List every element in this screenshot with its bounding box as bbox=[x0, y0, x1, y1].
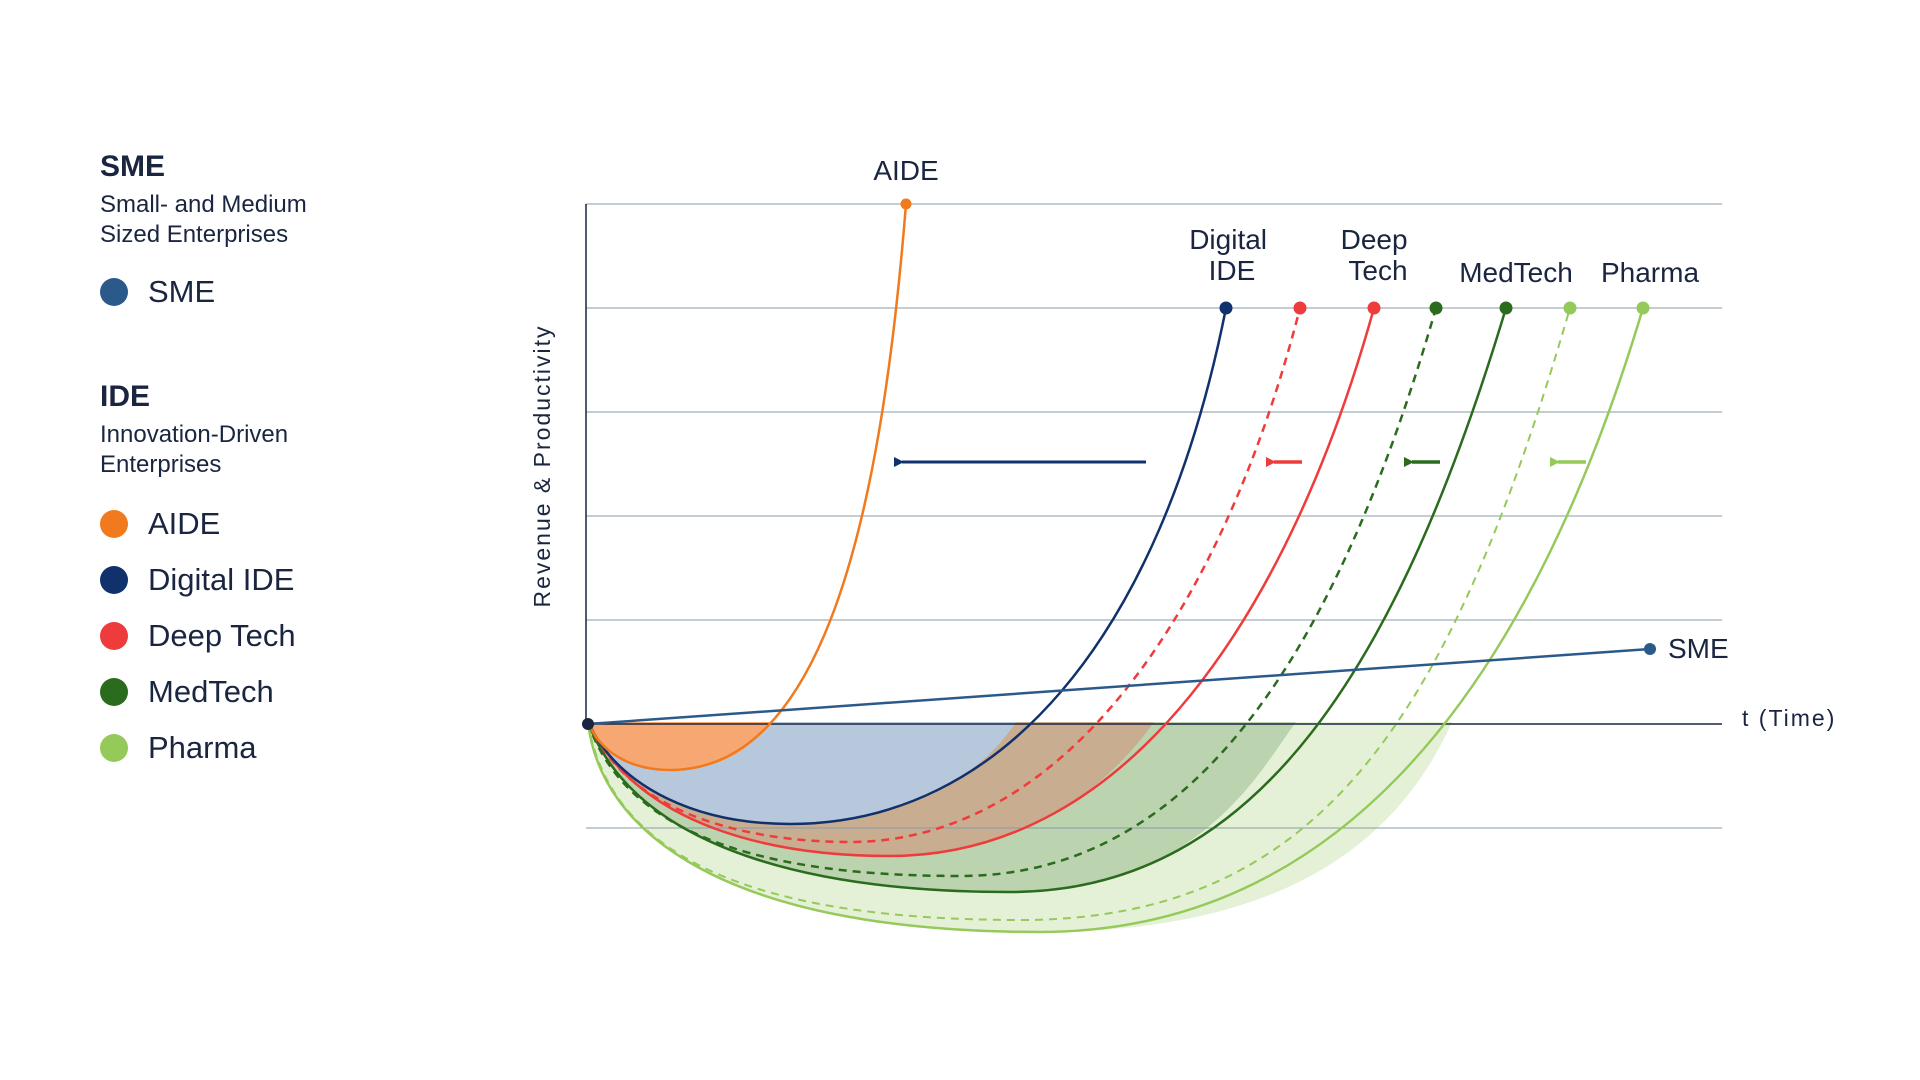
legend-item-pharma: Pharma bbox=[100, 720, 500, 776]
deep-tech-dot-icon bbox=[100, 622, 128, 650]
legend-ide-title: IDE bbox=[100, 380, 151, 413]
legend-item-label: Pharma bbox=[148, 730, 257, 765]
legend-item-aide: AIDE bbox=[100, 496, 500, 552]
legend-item-medtech: MedTech bbox=[100, 664, 500, 720]
legend-item-digital-ide: Digital IDE bbox=[100, 552, 500, 608]
pharma-dot-icon bbox=[100, 734, 128, 762]
deep-tech-label-line: Deep bbox=[1341, 224, 1408, 255]
digital-ide-label-line: Digital bbox=[1189, 224, 1267, 255]
legend-item-label: Deep Tech bbox=[148, 618, 296, 653]
digital-ide-label-line: IDE bbox=[1209, 255, 1256, 286]
medtech-dot-icon bbox=[100, 678, 128, 706]
deep-tech-dashed-end-dot bbox=[1293, 301, 1307, 315]
pharma-curve-label: Pharma bbox=[1601, 257, 1699, 288]
deep-tech-label-line: Tech bbox=[1348, 255, 1407, 286]
y-axis-label: Revenue & Productivity bbox=[529, 324, 555, 607]
sme-curve-label: SME bbox=[1668, 633, 1729, 664]
deep-tech-dashed-curve bbox=[586, 307, 1302, 844]
legend-item-label: AIDE bbox=[148, 506, 221, 541]
pharma-curve bbox=[586, 307, 1645, 934]
x-axis-label: t (Time) bbox=[1742, 705, 1836, 731]
pharma-dashed-end-dot bbox=[1563, 301, 1577, 315]
sme-line bbox=[587, 647, 1651, 726]
aide-dot-icon bbox=[100, 510, 128, 538]
aide-end-dot bbox=[900, 198, 912, 210]
legend-item-sme: SME bbox=[100, 264, 500, 320]
digital-ide-dot-icon bbox=[100, 566, 128, 594]
sme-dot-icon bbox=[100, 278, 128, 306]
legend-item-label: MedTech bbox=[148, 674, 274, 709]
legend-item-label: Digital IDE bbox=[148, 562, 295, 597]
pharma-dashed-curve bbox=[587, 307, 1571, 922]
legend-sme-title: SME bbox=[100, 150, 166, 183]
legend-sme-subtitle: Small- and Medium Sized Enterprises bbox=[100, 191, 307, 248]
medtech-curve bbox=[586, 307, 1508, 894]
digital-ide-curve-label: Digital IDE bbox=[1189, 224, 1275, 286]
medtech-dashed-end-dot bbox=[1429, 301, 1443, 315]
digital-ide-curve bbox=[586, 307, 1228, 826]
legend-item-label: SME bbox=[148, 274, 216, 309]
origin-dot bbox=[582, 718, 594, 730]
grid-lines bbox=[586, 203, 1722, 829]
legend: SME Small- and Medium Sized Enterprises … bbox=[100, 152, 500, 776]
pharma-end-dot bbox=[1636, 301, 1650, 315]
digital-ide-end-dot bbox=[1219, 301, 1233, 315]
legend-item-deep-tech: Deep Tech bbox=[100, 608, 500, 664]
deep-tech-end-dot bbox=[1367, 301, 1381, 315]
medtech-end-dot bbox=[1499, 301, 1513, 315]
aide-curve-label: AIDE bbox=[873, 155, 938, 186]
sme-end-dot bbox=[1644, 643, 1656, 655]
medtech-curve-label: MedTech bbox=[1459, 257, 1573, 288]
aide-curve bbox=[586, 203, 908, 772]
deep-tech-curve bbox=[586, 307, 1376, 858]
legend-ide-subtitle: Innovation-Driven Enterprises bbox=[100, 421, 289, 478]
deep-tech-curve-label: Deep Tech bbox=[1341, 224, 1416, 286]
